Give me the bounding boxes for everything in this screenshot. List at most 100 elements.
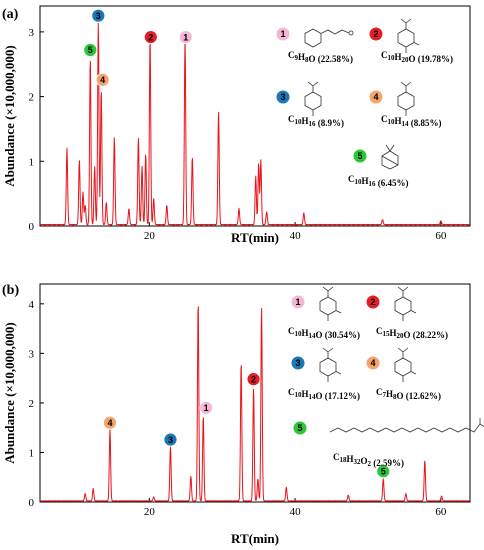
- chromatogram-trace: [39, 306, 471, 502]
- compound-badge-number: 3: [295, 358, 300, 368]
- x-tick-label: 20: [144, 230, 156, 242]
- x-tick-label: 20: [144, 506, 156, 518]
- peak-marker-3: 3: [163, 432, 178, 447]
- compound-badge-number: 3: [280, 92, 285, 102]
- compound-entry-5: 5 C10H16 (6.45%): [348, 144, 409, 188]
- marker-number: 1: [183, 32, 188, 42]
- x-axis-label: RT(min): [231, 230, 279, 245]
- structure-carvacrol: [319, 347, 342, 382]
- marker-number: 4: [107, 418, 112, 428]
- y-tick-label: 0: [29, 221, 35, 233]
- peak-marker-2: 2: [143, 30, 158, 44]
- compound-badge: [293, 421, 307, 435]
- peak-marker-5: 5: [376, 464, 391, 479]
- compound-entry-3: 3 C10H14O (17.12%): [288, 347, 360, 401]
- peak-marker-2: 2: [246, 372, 261, 387]
- x-axis-label: RT(min): [231, 531, 279, 546]
- structure-cinnamyl: [304, 28, 354, 48]
- x-tick-label: 60: [435, 230, 447, 242]
- peak-marker-5: 5: [83, 43, 98, 57]
- marker-circle: [83, 43, 98, 57]
- compound-badge-number: 4: [370, 358, 375, 368]
- panel-a: 20 40 60 0 1 2 3 RT(min) Abundance (×10,000,000)…: [2, 5, 471, 245]
- compound-entry-2: 2 C10H20O (19.78%): [369, 18, 453, 64]
- structure-menthol: [397, 18, 420, 53]
- y-tick-label: 4: [29, 299, 35, 311]
- compound-badge-number: 5: [297, 423, 302, 433]
- compound-badge-number: 1: [280, 29, 285, 39]
- marker-number: 2: [251, 374, 256, 384]
- y-tick-label: 2: [29, 398, 35, 410]
- compound-formula: C15H20O (28.22%): [376, 326, 448, 340]
- marker-circle: [143, 30, 158, 44]
- marker-number: 5: [381, 466, 386, 476]
- compound-formula: C10H14O (17.12%): [288, 387, 360, 401]
- structure-linoleic: [329, 418, 484, 433]
- marker-circle: [199, 400, 214, 415]
- compound-formula: C10H14 (8.85%): [381, 114, 442, 128]
- compound-entry-4: 4 C10H14 (8.85%): [369, 81, 442, 128]
- peak-marker-4: 4: [103, 415, 117, 430]
- compound-badge: [291, 295, 305, 309]
- plot-frame: [39, 283, 471, 503]
- plot-frame: [39, 5, 471, 227]
- compound-badge-number: 5: [357, 151, 362, 161]
- y-axis-label: Abundance (×10,000,000): [2, 45, 17, 186]
- y-tick-label: 2: [29, 92, 35, 104]
- structure-pinene: [381, 144, 399, 170]
- peak-marker-1: 1: [199, 400, 214, 415]
- structure-sesq: [394, 286, 417, 321]
- compound-badge: [369, 27, 383, 41]
- structure-cresol: [394, 347, 417, 382]
- panel-b: 20 40 60 0 1 2 3 4 RT(min) Abundance (×10,000,000…: [2, 283, 484, 546]
- compound-entry-1: 1 C9H8O (22.58%): [276, 27, 354, 64]
- marker-number: 2: [148, 32, 153, 42]
- peak-marker-1: 1: [178, 30, 193, 44]
- peak-marker-4: 4: [95, 72, 110, 87]
- marker-circle: [376, 464, 391, 479]
- compound-badge-number: 4: [373, 92, 378, 102]
- compound-entry-3: 3 C10H16 (8.9%): [276, 81, 344, 128]
- structure-cymene: [397, 81, 415, 116]
- marker-circle: [246, 372, 261, 387]
- compound-formula: C10H16 (8.9%): [288, 114, 344, 128]
- marker-number: 5: [88, 45, 93, 55]
- marker-circle: [178, 30, 193, 44]
- y-tick-label: 3: [29, 27, 35, 39]
- y-tick-label: 0: [29, 497, 35, 509]
- compound-badge: [276, 90, 290, 104]
- compound-badge: [369, 90, 383, 104]
- marker-number: 1: [204, 403, 209, 413]
- compound-entry-2: 2 C15H20O (28.22%): [366, 286, 448, 340]
- compound-formula: C10H14O (30.54%): [288, 326, 360, 340]
- compound-badge-number: 2: [370, 297, 375, 307]
- compound-entry-4: 4 C7H8O (12.62%): [366, 347, 441, 401]
- y-tick-label: 1: [29, 156, 35, 168]
- y-axis-label: Abundance (×10,000,000): [2, 322, 17, 463]
- compound-entry-5: 5 C18H32O2 (2.59%): [293, 418, 484, 468]
- marker-circle: [103, 415, 117, 430]
- compound-formula: C18H32O2 (2.59%): [333, 452, 404, 468]
- compound-badge: [366, 356, 380, 370]
- compound-badge: [366, 295, 380, 309]
- compound-badge: [276, 27, 290, 41]
- y-tick-label: 3: [29, 348, 35, 360]
- panel-label: (b): [2, 283, 19, 298]
- compound-badge-number: 1: [295, 297, 300, 307]
- compound-badge: [291, 356, 305, 370]
- marker-number: 4: [100, 75, 105, 85]
- compound-formula: C7H8O (12.62%): [376, 387, 441, 401]
- compound-entry-1: 1 C10H14O (30.54%): [288, 286, 360, 340]
- x-tick-label: 60: [435, 506, 447, 518]
- structure-thymol: [319, 286, 342, 321]
- y-tick-label: 1: [29, 447, 35, 459]
- chromatogram-trace: [39, 22, 471, 226]
- marker-circle: [91, 8, 106, 23]
- compound-formula: C9H8O (22.58%): [288, 50, 353, 64]
- compound-badge-number: 2: [373, 29, 378, 39]
- marker-circle: [163, 432, 178, 447]
- marker-number: 3: [96, 11, 101, 21]
- compound-formula: C10H20O (19.78%): [381, 50, 453, 64]
- peak-marker-3: 3: [91, 8, 106, 23]
